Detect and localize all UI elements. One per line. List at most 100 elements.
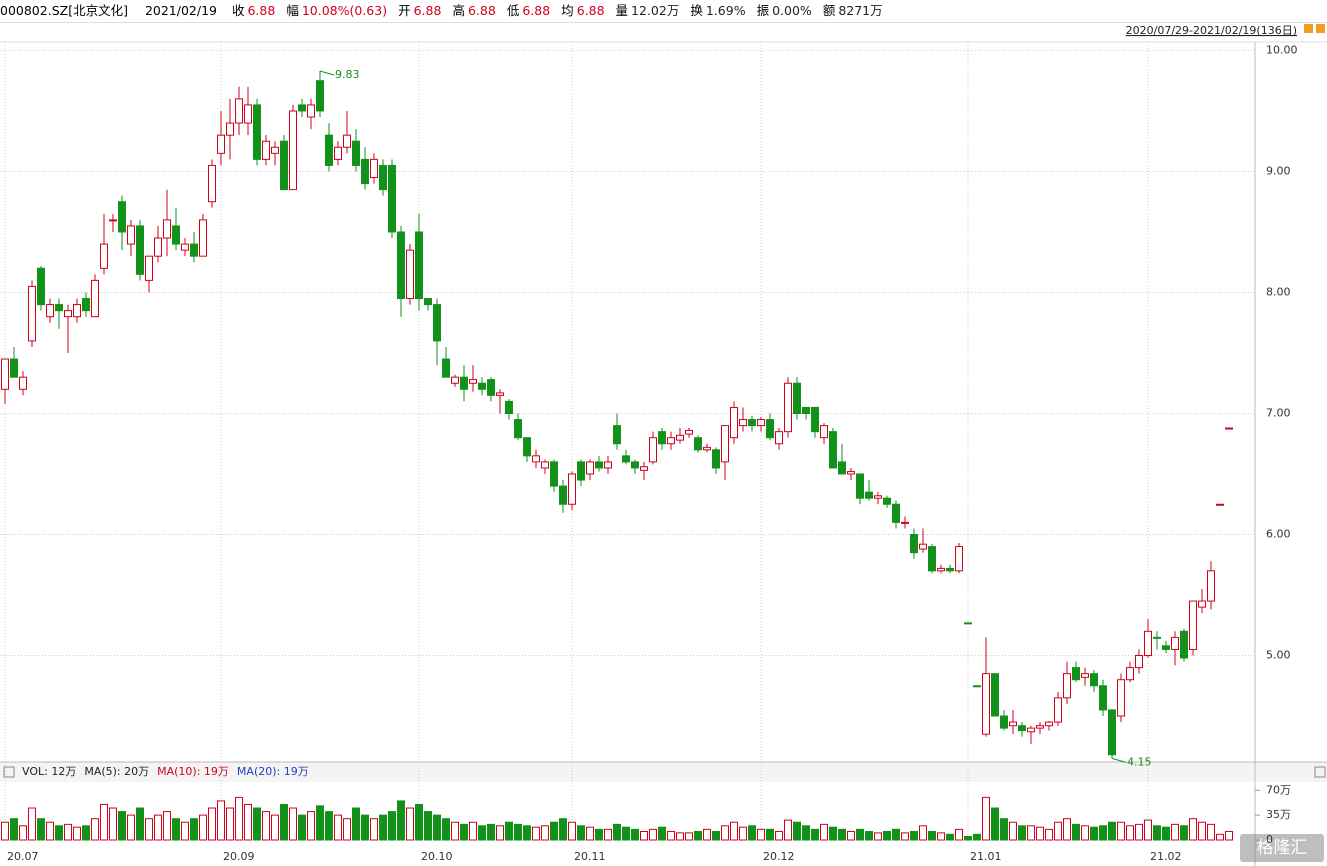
volume-bar: [1009, 821, 1017, 841]
volume-bar: [343, 818, 351, 841]
candle-body: [856, 473, 864, 499]
volume-bar: [541, 825, 549, 841]
candle-body: [991, 673, 999, 717]
candle-body: [955, 546, 963, 572]
candle-body: [190, 243, 198, 257]
candle-body: [73, 304, 81, 318]
y-tick-label: 7.00: [1266, 406, 1291, 419]
volume-bar: [820, 823, 828, 841]
volume-bar: [1072, 823, 1080, 841]
candle-body: [631, 461, 639, 469]
candle-body: [793, 382, 801, 414]
volume-bar: [1198, 821, 1206, 841]
x-tick-label: 20.07: [7, 850, 39, 863]
candle-body: [901, 521, 909, 524]
volume-bar: [1135, 823, 1143, 841]
field-label: 开: [398, 3, 411, 18]
field-label: 低: [506, 3, 520, 18]
y-tick-label: 10.00: [1266, 43, 1298, 56]
lock-icon[interactable]: [1304, 24, 1313, 33]
candle-body: [523, 437, 531, 457]
candle-body: [100, 243, 108, 269]
volume-bar: [1081, 825, 1089, 841]
candle-body: [694, 437, 702, 451]
lock-icon[interactable]: [1316, 24, 1325, 33]
range-label[interactable]: 2020/07/29-2021/02/19(136日): [1126, 24, 1297, 37]
x-tick-label: 20.10: [421, 850, 453, 863]
volume-bar: [775, 830, 783, 841]
volume-bar: [982, 796, 990, 841]
volume-bar: [874, 832, 882, 841]
candle-body: [1018, 725, 1026, 732]
volume-bar: [415, 803, 423, 841]
volume-bar: [82, 825, 90, 841]
volume-bar: [1090, 826, 1098, 841]
volume-bar: [433, 814, 441, 841]
volume-bar: [1144, 819, 1152, 841]
candle-body: [325, 134, 333, 166]
volume-bar: [1207, 823, 1215, 841]
volume-bar: [901, 832, 909, 841]
candle-body: [514, 419, 522, 439]
volume-bar: [640, 830, 648, 841]
candle-body: [1072, 667, 1080, 681]
candle-body: [1225, 427, 1233, 430]
volume-bar: [919, 825, 927, 841]
x-tick-label: 20.11: [574, 850, 606, 863]
volume-bar: [622, 826, 630, 841]
logo-box: [1240, 834, 1324, 862]
volume-bar: [973, 833, 981, 841]
volume-bar: [181, 821, 189, 841]
volume-bar: [964, 835, 972, 841]
candle-body: [406, 249, 414, 300]
volume-bar: [1171, 823, 1179, 841]
collapse-icon[interactable]: [3, 766, 15, 778]
candle-body: [1117, 679, 1125, 717]
candle-body: [64, 310, 72, 318]
volume-bar: [496, 825, 504, 841]
volume-bar: [1000, 818, 1008, 841]
candle-body: [361, 158, 369, 185]
candle-body: [1045, 721, 1053, 727]
candle-body: [1036, 725, 1044, 729]
candle-body: [163, 219, 171, 239]
candle-body: [208, 164, 216, 203]
field-label: 高: [452, 3, 465, 18]
annotation-label: 4.15: [1127, 755, 1152, 768]
candle-body: [748, 419, 756, 427]
annotation-line: [1111, 757, 1127, 763]
volume-bar: [190, 818, 198, 841]
volume-bar: [559, 818, 567, 841]
candle-body: [172, 225, 180, 245]
volume-bar: [370, 818, 378, 841]
volume-bar: [127, 814, 135, 841]
candle-body: [1207, 570, 1215, 602]
volume-bar: [154, 814, 162, 841]
volume-bar: [1036, 826, 1044, 841]
candle-body: [451, 376, 459, 384]
volume-bar: [334, 814, 342, 841]
candle-body: [271, 146, 279, 154]
volume-bar: [892, 828, 900, 841]
volume-bar: [1108, 821, 1116, 841]
field-value: 8271万: [838, 3, 883, 18]
volume-bar: [460, 823, 468, 841]
volume-bar: [289, 807, 297, 841]
candle-body: [568, 473, 576, 505]
volume-header-bar: [0, 762, 1327, 782]
candle-body: [1189, 600, 1197, 650]
volume-bar: [910, 830, 918, 841]
field-label: 换: [690, 3, 703, 18]
candle-body: [622, 455, 630, 463]
y-tick-label: 35万: [1266, 808, 1291, 821]
candle-body: [613, 425, 621, 445]
legend-entry: VOL: 12万: [22, 765, 76, 778]
legend-entry: MA(10): 19万: [157, 765, 229, 778]
expand-icon[interactable]: [1314, 766, 1326, 778]
candle-body: [640, 466, 648, 471]
candle-body: [1099, 685, 1107, 711]
volume-bar: [442, 818, 450, 841]
candle-body: [118, 201, 126, 233]
volume-bar: [199, 814, 207, 841]
volume-bar: [352, 807, 360, 841]
